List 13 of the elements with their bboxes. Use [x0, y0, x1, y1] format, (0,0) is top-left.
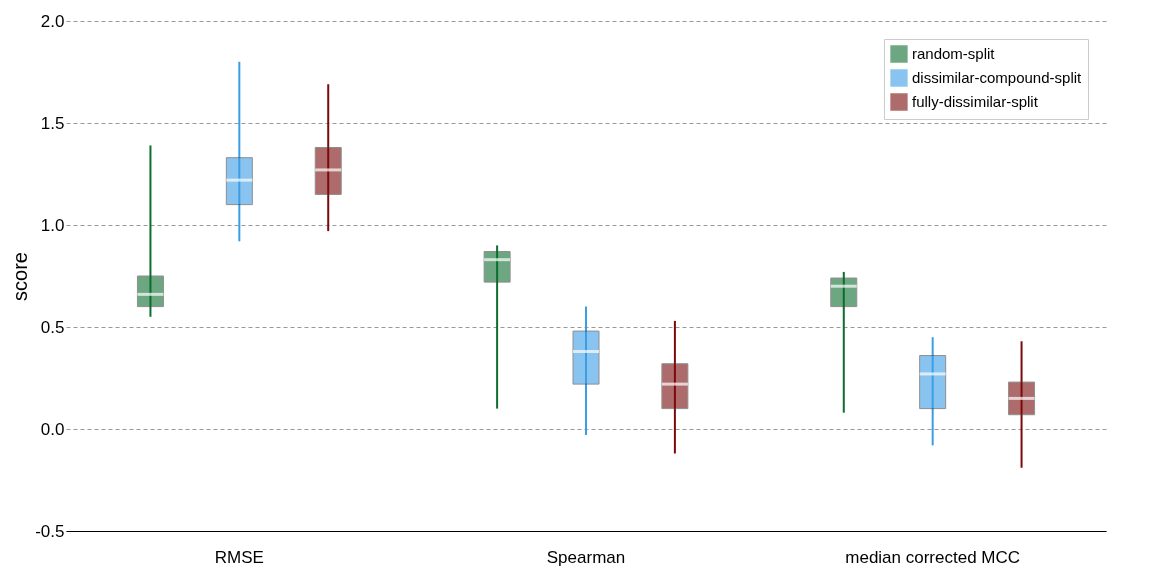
- y-tick-label: 0.0: [40, 419, 65, 439]
- y-tick-label: 0.5: [40, 317, 65, 337]
- x-tick-label: RMSE: [214, 547, 264, 567]
- y-tick-label: 2.0: [40, 11, 65, 31]
- y-tick-label: 1.0: [40, 215, 65, 235]
- x-tick-label: median corrected MCC: [845, 547, 1021, 567]
- legend-label: dissimilar-compound-split: [912, 69, 1083, 86]
- y-tick-label: 1.5: [40, 113, 65, 133]
- legend-label: random-split: [912, 45, 996, 62]
- y-axis-title: score: [9, 252, 32, 301]
- y-tick-label: -0.5: [35, 521, 65, 541]
- legend-label: fully-dissimilar-split: [912, 93, 1039, 110]
- x-tick-label: Spearman: [546, 547, 626, 567]
